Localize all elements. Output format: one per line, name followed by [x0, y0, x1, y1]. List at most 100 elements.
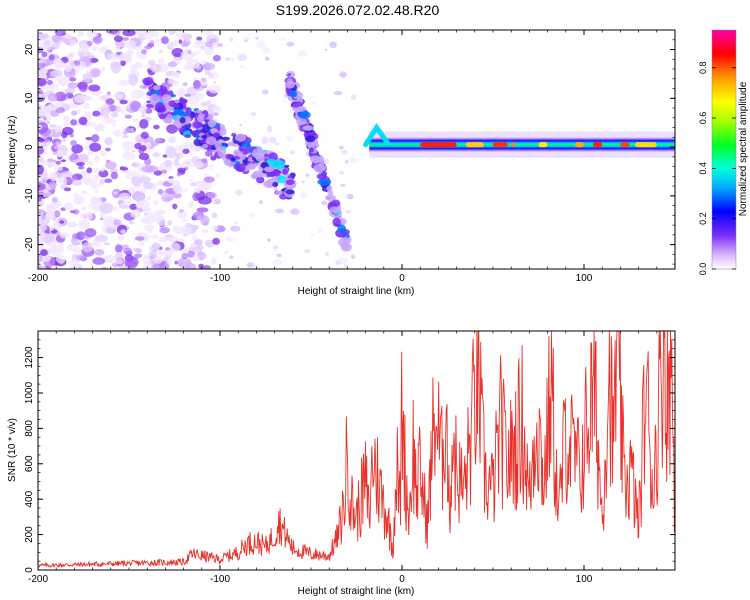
spectral-blob	[99, 212, 106, 218]
spectral-blob	[200, 45, 206, 50]
spectral-blob	[38, 182, 46, 191]
spectral-blob	[182, 82, 188, 87]
spectral-blob	[152, 85, 161, 91]
spectral-blob	[200, 101, 207, 107]
spectral-blob	[200, 252, 207, 260]
spectral-blob	[69, 259, 79, 266]
spectral-blob	[92, 257, 106, 265]
spectral-blob	[185, 58, 200, 69]
spectral-blob	[128, 186, 136, 195]
spectral-blob	[141, 165, 155, 173]
spectral-blob	[150, 63, 162, 73]
echo-hotspot	[465, 142, 484, 148]
spectral-blob	[120, 109, 126, 115]
y-tick-label: 1200	[24, 346, 35, 369]
spectral-blob	[234, 163, 246, 172]
spectral-blob	[156, 166, 164, 171]
spectral-blob	[266, 125, 273, 133]
spectral-blob	[38, 137, 44, 142]
spectral-blob	[211, 225, 219, 231]
spectral-blob	[254, 36, 259, 40]
spectral-blob	[166, 113, 173, 123]
spectral-blob	[138, 241, 145, 247]
snr-y-axis: 0 200 400 600 800 1000 1200	[24, 330, 675, 573]
spectral-blob	[213, 81, 217, 84]
spectral-blob	[244, 39, 248, 42]
spectral-blob	[146, 196, 151, 201]
spectral-blob	[86, 30, 99, 39]
spectral-blob	[91, 134, 100, 143]
spectral-blob	[68, 101, 77, 108]
echo-hotspot	[634, 142, 657, 148]
colorbar-frame	[711, 29, 737, 270]
spectral-blob	[235, 221, 238, 225]
spectral-blob	[130, 127, 135, 133]
spectral-blob	[312, 101, 317, 106]
y-tick-label: 20	[24, 44, 35, 56]
spectral-blob	[94, 125, 103, 132]
spectral-blob	[183, 48, 192, 54]
spectral-blob	[253, 263, 260, 269]
spectral-blob	[98, 169, 109, 178]
spectral-blob	[201, 158, 208, 164]
spectral-blob	[138, 107, 145, 113]
spectral-blob	[194, 239, 203, 246]
spectral-blob	[274, 142, 280, 146]
spectral-blob	[276, 253, 282, 258]
spectral-blob	[317, 178, 332, 186]
spectral-blob	[181, 33, 193, 40]
spectral-blob	[173, 103, 180, 109]
spectral-blob	[114, 45, 121, 51]
spectral-blob	[176, 87, 186, 93]
spectral-blob	[181, 253, 188, 260]
spectral-blob	[124, 104, 131, 109]
spectral-blob	[104, 147, 111, 152]
spectral-blob	[324, 251, 329, 257]
spectrogram-xlabel: Height of straight line (km)	[298, 286, 415, 297]
x-tick-label: 0	[399, 574, 405, 585]
spectral-blob	[139, 118, 149, 129]
spectral-blob	[213, 198, 222, 205]
spectral-blob	[199, 181, 208, 187]
spectral-blob	[290, 150, 295, 155]
spectral-blob	[267, 238, 271, 242]
spectral-blob	[113, 191, 118, 195]
spectral-blob	[114, 251, 124, 261]
spectral-blob	[121, 37, 129, 41]
spectral-blob	[51, 217, 57, 221]
spectral-blob	[213, 41, 222, 49]
spectral-blob	[189, 178, 194, 182]
spectral-blob	[143, 216, 151, 222]
spectral-blob	[196, 215, 202, 219]
spectral-blob	[84, 228, 97, 238]
spectral-blob	[85, 211, 93, 221]
spectral-blob	[177, 167, 187, 173]
spectral-blob	[275, 190, 284, 195]
spectral-blob	[178, 154, 185, 159]
spectral-blob	[345, 162, 349, 165]
spectral-blob	[210, 257, 217, 265]
spectral-blob	[316, 173, 327, 180]
spectral-blob	[122, 134, 129, 139]
spectral-blob	[120, 229, 127, 235]
spectral-blob	[193, 79, 201, 90]
spectral-blob	[63, 120, 70, 128]
spectral-blob	[78, 84, 88, 93]
spectral-blob	[81, 176, 95, 183]
spectral-blob	[195, 92, 205, 100]
spectral-blob	[192, 121, 203, 129]
spectral-blob	[71, 179, 83, 186]
spectral-blob	[90, 68, 101, 78]
spectral-blob	[350, 254, 356, 260]
spectral-blob	[256, 176, 265, 184]
spectral-blob	[63, 187, 72, 192]
spectral-blob	[85, 136, 93, 141]
echo-hotspot	[574, 142, 584, 148]
spectral-blob	[122, 30, 136, 37]
spectral-blob	[128, 73, 139, 86]
spectral-blob	[192, 192, 200, 202]
spectral-blob	[185, 161, 190, 165]
spectrogram-x-axis: -200 -100 0 100	[28, 30, 676, 284]
y-tick-label: -20	[24, 237, 35, 252]
spectral-blob	[338, 170, 345, 175]
